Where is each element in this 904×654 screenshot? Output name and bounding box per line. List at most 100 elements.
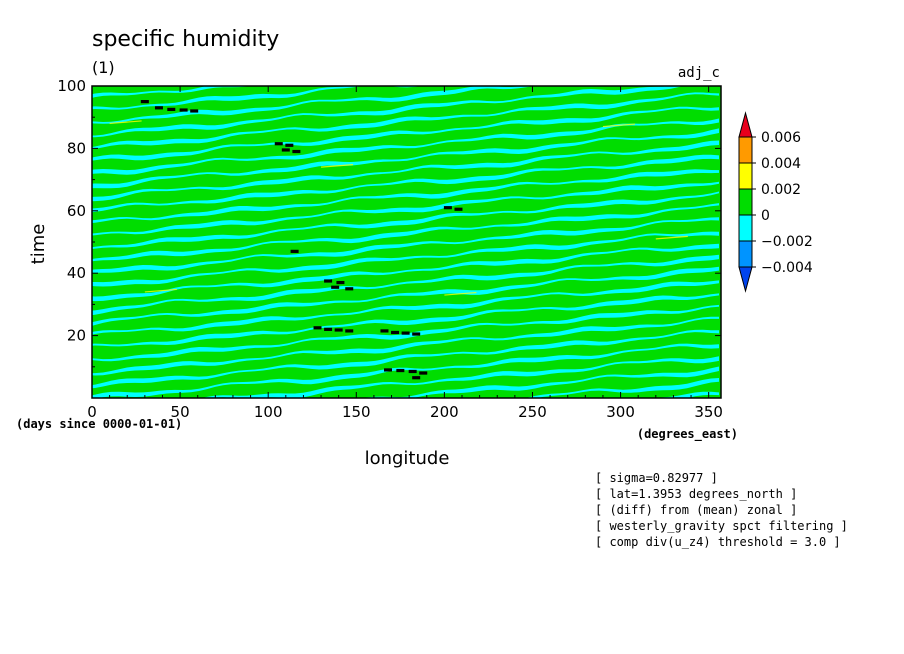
marker-point [167, 107, 176, 111]
marker-point [281, 148, 290, 152]
field-band [92, 106, 719, 161]
marker-point [408, 369, 417, 374]
field-band [92, 86, 422, 110]
plot-area [92, 86, 721, 398]
field-band [360, 366, 719, 398]
annotation-diff: [ (diff) from (mean) zonal ] [595, 503, 797, 517]
corner-label: adj_c [678, 65, 720, 81]
marker-point [345, 329, 354, 333]
field-band [92, 316, 719, 376]
field-band [92, 254, 719, 316]
marker-point [454, 207, 463, 211]
x-tick-label: 250 [518, 403, 547, 421]
field-band [92, 231, 719, 287]
chart-title: specific humidity [92, 27, 279, 52]
colorbar-label: 0 [761, 208, 770, 224]
field-band [92, 181, 719, 236]
colorbar-bottom-triangle [738, 266, 753, 293]
field-band [92, 266, 719, 326]
field-streak [144, 288, 177, 293]
colorbar-label: −0.002 [761, 234, 813, 250]
colorbar-label: −0.004 [761, 260, 813, 276]
y-tick-label: 100 [57, 77, 86, 95]
field-band [92, 86, 683, 138]
annotation-lat: [ lat=1.3953 degrees_north ] [595, 487, 797, 501]
chart-subtitle: (1) [92, 58, 115, 77]
y-tick-label: 80 [67, 139, 86, 157]
colorbar-swatch [738, 188, 753, 216]
marker-point [336, 280, 345, 285]
marker-point [292, 149, 301, 154]
field-band [92, 280, 719, 335]
field-band [92, 92, 719, 150]
marker-point [140, 100, 149, 104]
x-tick-label: 350 [694, 403, 723, 421]
field-band [92, 154, 719, 213]
marker-point [331, 285, 340, 289]
field-band [92, 304, 719, 362]
colorbar-label: 0.004 [761, 156, 801, 172]
x-tick-label: 50 [171, 403, 190, 421]
field-band [92, 243, 719, 302]
marker-point [380, 329, 389, 333]
marker-point [334, 328, 343, 332]
y-tick-label: 20 [67, 327, 86, 345]
marker-point [384, 368, 392, 372]
field-band [92, 169, 719, 223]
field-streak [321, 164, 354, 168]
field-band [92, 191, 719, 249]
marker-point [412, 376, 421, 380]
marker-point [412, 332, 421, 336]
colorbar-swatch [738, 162, 753, 190]
colorbar-swatch [738, 240, 753, 268]
colorbar: 0.006 0.004 0.002 0 −0.002 −0.004 [738, 111, 813, 293]
field-streak [602, 123, 635, 128]
marker-point [274, 142, 283, 146]
marker-point [396, 368, 405, 373]
marker-point [285, 143, 294, 147]
field-band [92, 86, 251, 98]
field-band [92, 293, 719, 347]
field-streak [655, 235, 688, 240]
field-stripes [92, 86, 719, 398]
y-axis: 20 40 60 80 100 [57, 77, 721, 368]
x-tick-label: 300 [606, 403, 635, 421]
y-axis-label: time [28, 224, 49, 265]
annotation-sigma: [ sigma=0.82977 ] [595, 471, 718, 485]
field-band [92, 203, 719, 262]
field-band [525, 378, 719, 398]
x-tick-label: 100 [254, 403, 283, 421]
field-band [653, 391, 719, 398]
annotation-filter: [ westerly_gravity spct filtering ] [595, 519, 848, 533]
marker-point [290, 249, 299, 253]
y-tick-label: 60 [67, 202, 86, 220]
annotation-block: [ sigma=0.82977 ] [ lat=1.3953 degrees_n… [595, 471, 848, 549]
field-band [92, 86, 535, 124]
marker-point [401, 331, 410, 335]
x-tick-label: 0 [87, 403, 97, 421]
marker-point [179, 108, 188, 112]
marker-point [324, 327, 333, 331]
field-band [92, 217, 719, 273]
colorbar-swatch [738, 136, 753, 164]
y-tick-label: 40 [67, 264, 86, 282]
marker-point [154, 106, 163, 110]
colorbar-top-triangle [738, 111, 753, 138]
field-band [92, 140, 719, 202]
x-tick-label: 200 [430, 403, 459, 421]
x-axis-label: longitude [365, 448, 450, 469]
annotation-threshold: [ comp div(u_z4) threshold = 3.0 ] [595, 535, 841, 549]
colorbar-swatch [738, 214, 753, 242]
field-band [92, 343, 719, 398]
field-streak [109, 120, 142, 125]
marker-point [313, 326, 322, 330]
field-band [92, 118, 719, 175]
field-band [92, 329, 719, 389]
x-axis-units: (degrees_east) [637, 427, 738, 442]
marker-point [419, 371, 428, 375]
field-streak [444, 291, 477, 296]
colorbar-label: 0.002 [761, 182, 801, 198]
marker-point [443, 206, 452, 210]
x-tick-label: 150 [342, 403, 371, 421]
